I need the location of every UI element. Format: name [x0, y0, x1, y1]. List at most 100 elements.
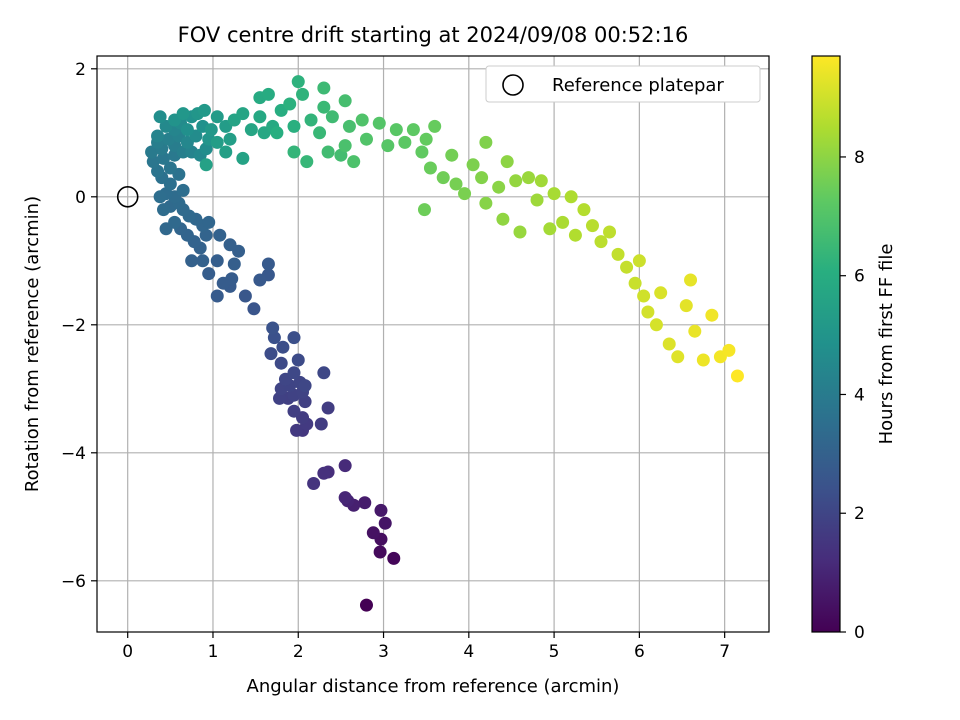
data-point — [585, 219, 599, 233]
data-point — [185, 254, 199, 268]
data-point — [264, 347, 278, 361]
x-tick-label: 4 — [463, 642, 474, 662]
data-point — [530, 193, 544, 207]
data-point — [509, 174, 523, 188]
y-axis-label: Rotation from reference (arcmin) — [22, 196, 43, 492]
data-point — [210, 110, 224, 124]
data-point — [696, 353, 710, 367]
data-point — [307, 477, 321, 491]
data-point — [381, 139, 395, 153]
data-point — [475, 171, 489, 185]
y-tick-label: −6 — [61, 572, 86, 592]
data-point — [620, 260, 634, 274]
data-point — [662, 337, 676, 351]
data-point — [378, 516, 392, 530]
data-point — [202, 267, 216, 281]
y-tick-label: −4 — [61, 444, 86, 464]
data-point — [236, 151, 250, 165]
colorbar-tick-label: 2 — [854, 504, 865, 524]
y-axis: 2 0 −2 −4 −6 — [61, 60, 97, 592]
data-point — [594, 235, 608, 249]
data-point — [180, 123, 194, 137]
legend: Reference platepar — [485, 65, 761, 103]
data-point — [428, 119, 442, 133]
data-point — [479, 135, 493, 149]
data-point — [267, 331, 281, 345]
data-point — [219, 145, 233, 159]
data-point — [196, 254, 210, 268]
data-point — [359, 132, 373, 146]
data-point — [654, 286, 668, 300]
data-point — [496, 212, 510, 226]
data-point — [236, 107, 250, 121]
data-point — [556, 215, 570, 229]
chart-title: FOV centre drift starting at 2024/09/08 … — [178, 23, 689, 47]
data-point — [317, 366, 331, 380]
data-point — [145, 145, 159, 159]
x-tick-label: 0 — [122, 642, 133, 662]
data-point — [317, 100, 331, 114]
data-point — [342, 119, 356, 133]
data-point — [415, 145, 429, 159]
plot-frame — [96, 55, 770, 633]
data-point — [628, 276, 642, 290]
data-point — [210, 289, 224, 303]
data-point — [321, 145, 335, 159]
colorbar: 0 2 4 6 8 Hours from first FF file — [811, 55, 897, 643]
data-point — [338, 459, 352, 473]
data-point — [146, 155, 160, 169]
data-point — [272, 391, 286, 405]
data-point — [466, 158, 480, 172]
data-point — [387, 551, 401, 565]
data-point — [564, 190, 578, 204]
data-point — [202, 215, 216, 229]
data-point — [238, 289, 252, 303]
data-point — [419, 132, 433, 146]
data-point — [568, 228, 582, 242]
data-point — [210, 135, 224, 149]
data-point — [291, 75, 305, 89]
data-point — [547, 187, 561, 201]
x-tick-label: 6 — [634, 642, 645, 662]
data-point — [247, 302, 261, 316]
legend-box — [485, 65, 761, 103]
data-point — [641, 305, 655, 319]
data-point — [603, 225, 617, 239]
colorbar-tick-label: 8 — [854, 148, 865, 168]
data-point — [679, 299, 693, 313]
data-point — [287, 119, 301, 133]
data-point — [162, 132, 176, 146]
data-point — [705, 308, 719, 322]
data-point — [253, 110, 267, 124]
data-point — [513, 225, 527, 239]
data-point — [359, 598, 373, 612]
data-point — [372, 116, 386, 130]
data-point — [313, 126, 327, 140]
x-axis: 0 1 2 3 4 5 6 7 — [122, 632, 730, 662]
data-point — [543, 222, 557, 236]
y-tick-label: −2 — [61, 316, 86, 336]
data-point — [274, 356, 288, 370]
data-point — [325, 110, 339, 124]
data-point — [338, 491, 352, 505]
data-point — [290, 423, 304, 437]
data-point — [445, 148, 459, 162]
data-point — [632, 254, 646, 268]
data-point — [157, 151, 171, 165]
data-point — [366, 526, 380, 540]
y-tick-label: 0 — [75, 188, 86, 208]
data-point — [492, 180, 506, 194]
data-points — [145, 75, 744, 612]
data-point — [210, 254, 224, 268]
data-point — [213, 228, 227, 242]
data-point — [374, 503, 388, 517]
y-tick-label: 2 — [75, 60, 86, 80]
x-tick-label: 7 — [719, 642, 730, 662]
data-point — [423, 161, 437, 175]
data-point — [406, 123, 420, 137]
legend-marker-icon — [502, 74, 524, 96]
colorbar-tick-label: 0 — [854, 623, 865, 643]
data-point — [458, 187, 472, 201]
x-axis-label: Angular distance from reference (arcmin) — [247, 676, 620, 697]
data-point — [163, 161, 177, 175]
